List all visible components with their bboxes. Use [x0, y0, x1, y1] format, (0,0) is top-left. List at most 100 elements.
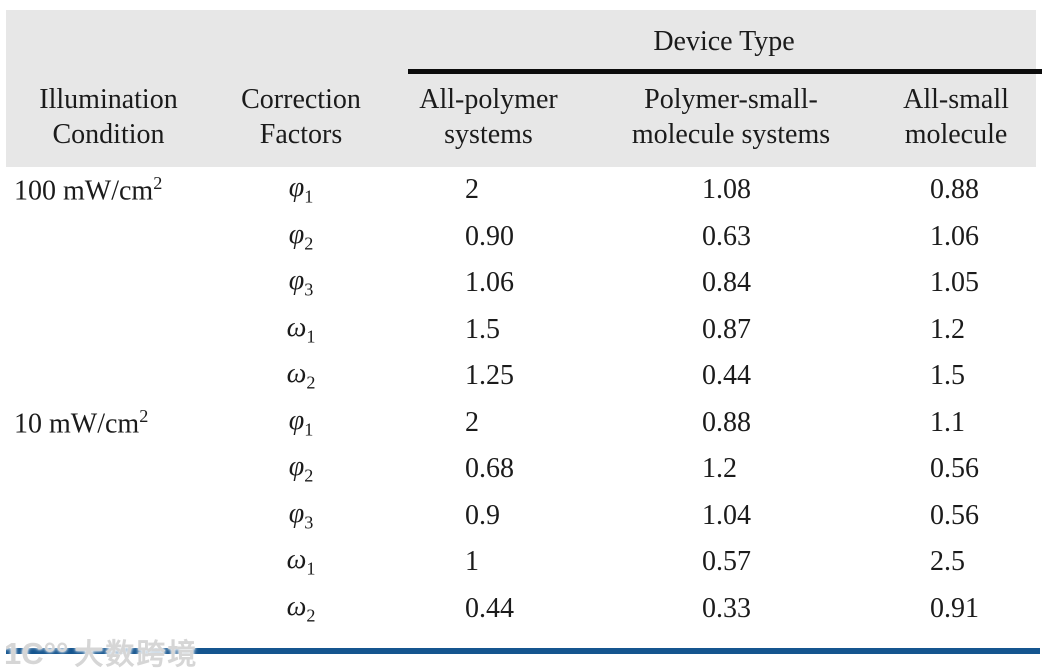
value-cell: 0.63 — [702, 220, 751, 252]
factor-symbol: φ — [288, 218, 305, 250]
header-line: Illumination — [39, 84, 178, 115]
value-cell: 0.56 — [930, 499, 979, 531]
table-row: ω1 1.5 0.87 1.2 — [6, 307, 1036, 354]
value-cell: 1.2 — [930, 313, 965, 345]
table-row: 100 mW/cm2 φ1 2 1.08 0.88 — [6, 167, 1036, 214]
factor-symbol: φ — [288, 404, 305, 436]
factor-cell: φ3 — [211, 265, 391, 301]
condition-superscript: 2 — [139, 405, 149, 426]
table-row: φ3 1.06 0.84 1.05 — [6, 260, 1036, 307]
value-cell: 1.2 — [702, 453, 737, 485]
value-cell: 0.87 — [702, 313, 751, 345]
value-cell: 0.84 — [702, 267, 751, 299]
value-cell: 1 — [465, 546, 479, 578]
table-row: ω2 0.44 0.33 0.91 — [6, 586, 1036, 633]
table-row: φ3 0.9 1.04 0.56 — [6, 493, 1036, 540]
value-cell: 0.91 — [930, 592, 979, 624]
factor-cell: ω1 — [211, 312, 391, 348]
table-row: φ2 0.90 0.63 1.06 — [6, 214, 1036, 261]
factor-symbol: ω — [286, 311, 307, 343]
factor-symbol: φ — [288, 172, 305, 204]
condition-text: 10 mW/cm — [14, 407, 140, 439]
column-header-row: Illumination Condition Correction Factor… — [6, 82, 1036, 152]
header-line: All-small — [903, 84, 1009, 115]
factor-subscript: 1 — [306, 326, 316, 347]
value-cell: 0.88 — [930, 174, 979, 206]
factor-symbol: ω — [286, 590, 307, 622]
bottom-rule — [6, 648, 1040, 654]
header-line: All-polymer — [419, 84, 558, 115]
factor-subscript: 1 — [306, 559, 316, 580]
factor-cell: φ3 — [211, 498, 391, 534]
condition-superscript: 2 — [153, 173, 163, 194]
factor-subscript: 1 — [304, 419, 314, 440]
factor-cell: φ2 — [211, 219, 391, 255]
value-cell: 0.56 — [930, 453, 979, 485]
value-cell: 2 — [465, 406, 479, 438]
factor-symbol: φ — [288, 265, 305, 297]
watermark-logo: 1C°° — [4, 636, 69, 671]
value-cell: 1.05 — [930, 267, 979, 299]
factor-cell: ω1 — [211, 544, 391, 580]
factor-cell: ω2 — [211, 358, 391, 394]
watermark: 1C°° 大数跨境 — [4, 631, 198, 672]
factor-subscript: 3 — [304, 280, 314, 301]
value-cell: 0.33 — [702, 592, 751, 624]
col-header-illumination-condition: Illumination Condition — [6, 82, 211, 152]
table-body: 100 mW/cm2 φ1 2 1.08 0.88 φ2 0.90 0.63 1… — [6, 167, 1036, 632]
factor-cell: φ2 — [211, 451, 391, 487]
value-cell: 1.06 — [465, 267, 514, 299]
spanner-rule — [408, 69, 1042, 74]
col-header-correction-factors: Correction Factors — [211, 82, 391, 152]
factor-subscript: 2 — [304, 466, 314, 487]
factor-subscript: 3 — [304, 512, 314, 533]
value-cell: 2.5 — [930, 546, 965, 578]
header-line: molecule systems — [631, 119, 831, 150]
header-line: systems — [444, 119, 533, 150]
value-cell: 0.90 — [465, 220, 514, 252]
factor-cell: φ1 — [211, 172, 391, 208]
value-cell: 0.44 — [702, 360, 751, 392]
factor-cell: φ1 — [211, 405, 391, 441]
value-cell: 0.68 — [465, 453, 514, 485]
factor-symbol: φ — [288, 451, 305, 483]
factor-subscript: 2 — [304, 233, 314, 254]
factor-symbol: φ — [288, 497, 305, 529]
value-cell: 0.88 — [702, 406, 751, 438]
header-line: Factors — [259, 119, 343, 150]
header-line: Polymer-small- — [644, 84, 818, 115]
value-cell: 0.44 — [465, 592, 514, 624]
value-cell: 1.04 — [702, 499, 751, 531]
factor-subscript: 2 — [306, 373, 316, 394]
table-header-band: Device Type Illumination Condition Corre… — [6, 10, 1042, 167]
watermark-text: 大数跨境 — [74, 639, 199, 671]
col-header-all-polymer-systems: All-polymer systems — [391, 82, 586, 152]
value-cell: 1.5 — [465, 313, 500, 345]
value-cell: 1.1 — [930, 406, 965, 438]
factor-symbol: ω — [286, 358, 307, 390]
condition-text: 100 mW/cm — [14, 175, 154, 207]
factor-cell: ω2 — [211, 591, 391, 627]
condition-cell: 10 mW/cm2 — [6, 406, 211, 440]
spanner-device-type: Device Type — [653, 26, 795, 57]
value-cell: 1.08 — [702, 174, 751, 206]
factor-subscript: 2 — [306, 605, 316, 626]
factor-subscript: 1 — [304, 187, 314, 208]
table-row: φ2 0.68 1.2 0.56 — [6, 446, 1036, 493]
header-line: Condition — [52, 119, 165, 150]
col-header-polymer-small-molecule-systems: Polymer-small- molecule systems — [586, 82, 876, 152]
value-cell: 1.5 — [930, 360, 965, 392]
table-row: ω2 1.25 0.44 1.5 — [6, 353, 1036, 400]
value-cell: 1.25 — [465, 360, 514, 392]
header-line: Correction — [241, 84, 361, 115]
value-cell: 2 — [465, 174, 479, 206]
value-cell: 1.06 — [930, 220, 979, 252]
value-cell: 0.9 — [465, 499, 500, 531]
header-line: molecule — [904, 119, 1008, 150]
value-cell: 0.57 — [702, 546, 751, 578]
condition-cell: 100 mW/cm2 — [6, 173, 211, 207]
factor-symbol: ω — [286, 544, 307, 576]
table-row: 10 mW/cm2 φ1 2 0.88 1.1 — [6, 400, 1036, 447]
col-header-all-small-molecule: All-small molecule — [876, 82, 1036, 152]
